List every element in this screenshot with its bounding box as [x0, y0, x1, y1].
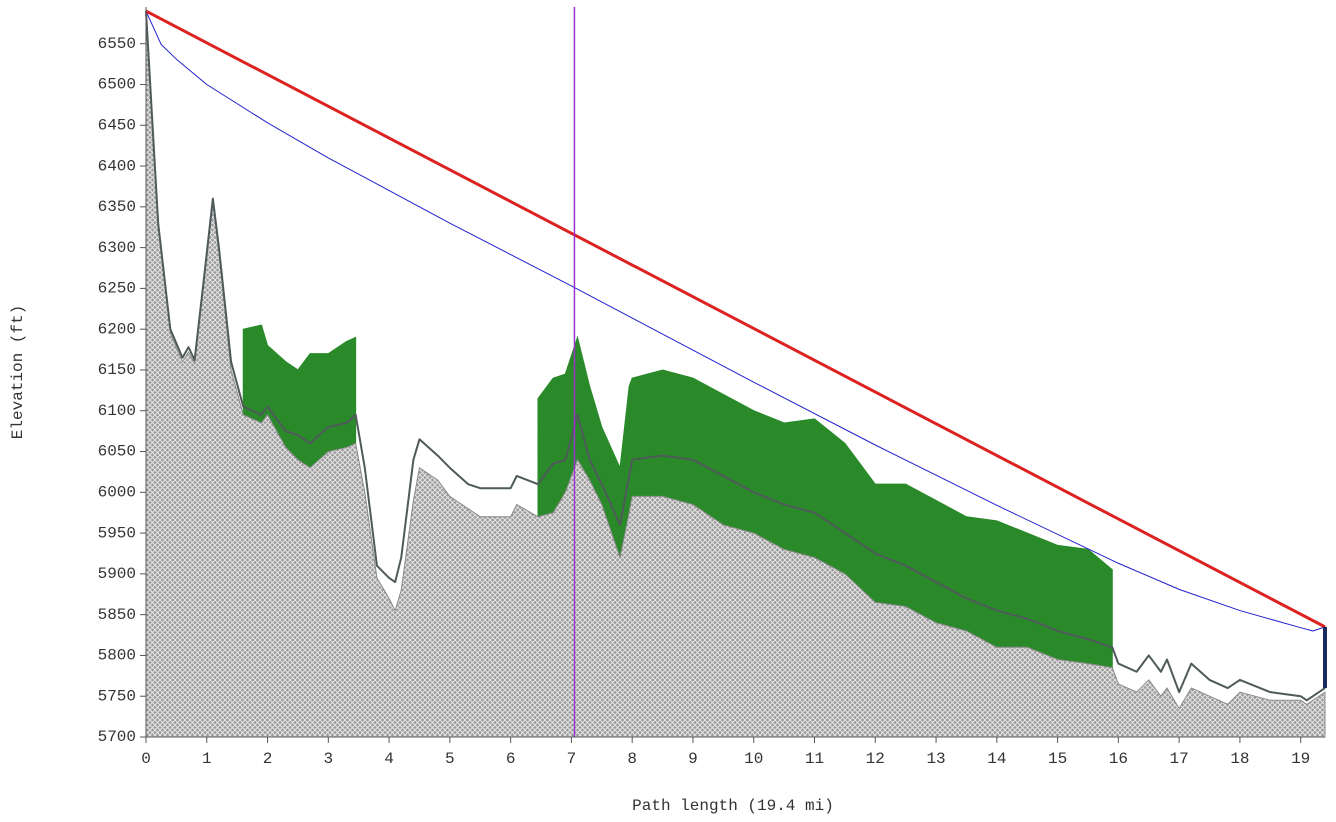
y-tick-label: 6100 — [98, 402, 136, 420]
x-axis-title: Path length (19.4 mi) — [632, 797, 834, 815]
x-tick-label: 5 — [445, 750, 455, 768]
profile-line — [145, 11, 1326, 702]
x-tick-label: 19 — [1291, 750, 1310, 768]
x-tick-label: 17 — [1170, 750, 1189, 768]
y-tick-label: 6000 — [98, 484, 136, 502]
profile-line — [145, 10, 1326, 632]
x-tick-label: 9 — [688, 750, 698, 768]
y-tick-label: 6200 — [98, 320, 136, 338]
x-tick-label: 13 — [926, 750, 945, 768]
x-tick-label: 8 — [627, 750, 637, 768]
y-tick-label: 6400 — [98, 157, 136, 175]
y-tick-label: 5900 — [98, 565, 136, 583]
profile-line — [145, 9, 1326, 629]
x-tick-label: 0 — [141, 750, 151, 768]
x-tick-label: 10 — [744, 750, 763, 768]
x-tick-label: 16 — [1109, 750, 1128, 768]
y-tick-label: 5750 — [98, 687, 136, 705]
y-tick-label: 5850 — [98, 606, 136, 624]
x-tick-label: 11 — [805, 750, 824, 768]
y-tick-label: 6250 — [98, 280, 136, 298]
y-tick-label: 5950 — [98, 524, 136, 542]
x-tick-label: 18 — [1230, 750, 1249, 768]
x-tick-label: 3 — [324, 750, 334, 768]
x-tick-label: 4 — [384, 750, 394, 768]
x-tick-label: 12 — [866, 750, 885, 768]
y-tick-label: 5800 — [98, 647, 136, 665]
x-tick-label: 2 — [263, 750, 273, 768]
x-tick-label: 15 — [1048, 750, 1067, 768]
x-tick-label: 7 — [567, 750, 577, 768]
x-tick-label: 14 — [987, 750, 1006, 768]
y-tick-label: 6350 — [98, 198, 136, 216]
y-tick-label: 6300 — [98, 239, 136, 257]
x-tick-label: 6 — [506, 750, 516, 768]
y-tick-label: 6500 — [98, 76, 136, 94]
terrain-area — [145, 11, 1326, 738]
y-tick-label: 5700 — [98, 728, 136, 746]
y-tick-label: 6150 — [98, 361, 136, 379]
y-tick-label: 6050 — [98, 443, 136, 461]
y-tick-label: 6450 — [98, 116, 136, 134]
y-axis-title: Elevation (ft) — [9, 305, 27, 439]
y-tick-label: 6550 — [98, 35, 136, 53]
x-tick-label: 1 — [202, 750, 212, 768]
